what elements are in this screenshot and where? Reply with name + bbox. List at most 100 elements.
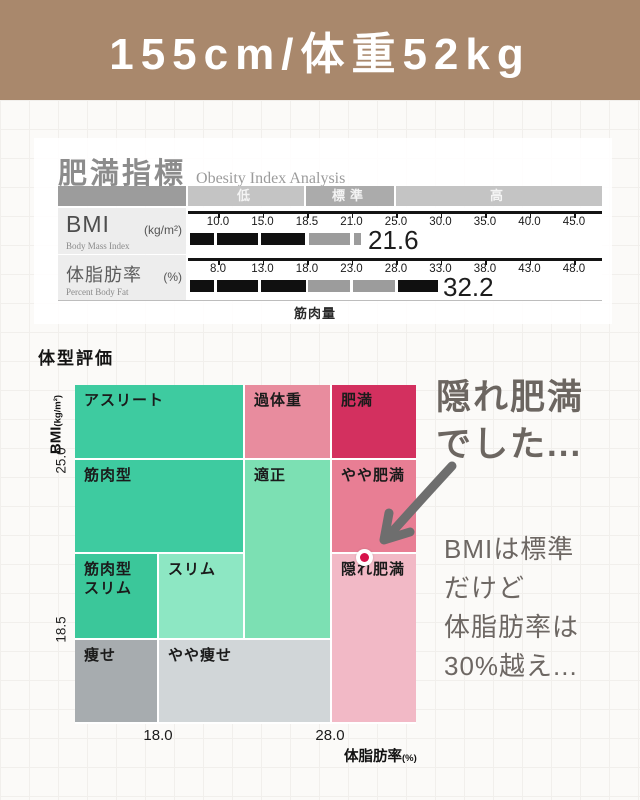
zone-band-standard: 標準 [306, 186, 394, 206]
region-overweight: 過体重 [245, 385, 330, 458]
x-axis-unit: (%) [402, 753, 417, 764]
axis-tick-label: 18.0 [295, 263, 319, 275]
axis-tick-label: 40.0 [518, 216, 541, 228]
axis-tick [440, 213, 442, 218]
region-athlete: アスリート [75, 385, 243, 458]
axis-tick-label: 38.0 [473, 263, 497, 275]
body-type-chart-title: 体型評価 [38, 349, 114, 368]
bmi-scale: 10.0 15.0 18.5 21.0 25.0 30.0 35.0 40.0 45.0 21.6 [188, 208, 602, 255]
axis-tick-label: 30.0 [429, 216, 452, 228]
obesity-index-subtitle: Obesity Index Analysis [196, 170, 346, 187]
bar-segment [190, 280, 214, 292]
x-tick-28: 28.0 [315, 727, 345, 744]
zone-header-spacer [58, 186, 186, 206]
axis-tick [529, 260, 531, 265]
axis-tick-label: 25.0 [384, 216, 408, 228]
x-tick-18: 18.0 [143, 727, 173, 744]
measured-value: 32.2 [443, 272, 494, 302]
axis-tick-label: 35.0 [473, 216, 497, 228]
bar-segment [217, 280, 258, 292]
obesity-index-heading: 肥満指標 Obesity Index Analysis [58, 150, 345, 192]
axis-tick-label: 13.0 [251, 263, 274, 275]
body-fat-row: 体脂肪率 (%) Percent Body Fat 8.0 13.0 18.0 23.… [58, 255, 602, 302]
region-slightly-thin: やや痩せ [159, 640, 330, 722]
body-type-matrix: アスリート 過体重 肥満 筋肉型 適正 やや肥満 筋肉型 スリム スリム 隠れ肥… [75, 385, 416, 724]
axis-tick [574, 260, 576, 265]
title-banner: 155cm/体重52kg [0, 0, 640, 100]
obesity-index-title: 肥満指標 [58, 158, 187, 190]
y-tick-18-5: 18.5 [53, 616, 69, 643]
zone-band-high: 高 [396, 186, 602, 206]
axis-tick-label: 15.0 [251, 216, 274, 228]
axis-tick-label: 48.0 [562, 263, 586, 275]
axis-tick [351, 213, 353, 218]
muscle-mass-label: 筋肉量 [293, 306, 336, 321]
banner-title: 155cm/体重52kg [109, 30, 531, 79]
bmi-axis-line [188, 211, 602, 214]
axis-tick-label: 43.0 [518, 263, 541, 275]
bar-segment [353, 280, 395, 292]
bar-segment [261, 280, 306, 292]
axis-tick-label: 18.5 [295, 216, 319, 228]
region-muscular-slim: 筋肉型 スリム [75, 554, 157, 638]
bar-segment [190, 233, 214, 245]
body-fat-name: 体脂肪率 [66, 265, 142, 285]
axis-tick-label: 33.0 [429, 263, 452, 275]
region-thin: 痩せ [75, 640, 157, 722]
axis-tick [218, 260, 220, 265]
body-fat-scale: 8.0 13.0 18.0 23.0 28.0 33.0 38.0 43.0 48.0 32.2 [188, 255, 602, 302]
measured-value: 21.6 [368, 225, 419, 255]
body-fat-axis-line [188, 258, 602, 261]
axis-tick-label: 8.0 [210, 263, 226, 275]
bmi-row: BMI (kg/m²) Body Mass Index 10.0 15.0 18.5… [58, 208, 602, 255]
axis-tick-label: 10.0 [206, 216, 230, 228]
handwritten-headline: 隠れ肥満 でした... [436, 378, 585, 465]
bmi-subname: Body Mass Index [66, 241, 130, 251]
bmi-unit: (kg/m²) [144, 223, 182, 237]
bar-segment [261, 233, 305, 245]
marker-inner-dot [360, 553, 369, 562]
axis-tick [307, 213, 309, 218]
axis-tick-label: 21.0 [340, 216, 363, 228]
handwritten-note: BMIは標準 だけど 体脂肪率は 30%越え... [444, 534, 580, 681]
x-axis-title: 体脂肪率(%) [344, 745, 417, 766]
axis-tick [440, 260, 442, 265]
zone-band-low: 低 [188, 186, 304, 206]
axis-tick-label: 23.0 [340, 263, 363, 275]
axis-tick [485, 213, 487, 218]
axis-tick [529, 213, 531, 218]
region-hidden-obesity: 隠れ肥満 [332, 554, 416, 722]
axis-tick [218, 213, 220, 218]
axis-tick [307, 260, 309, 265]
region-obese: 肥満 [332, 385, 416, 458]
bmi-name: BMI [66, 211, 110, 237]
bar-segment [354, 233, 361, 245]
axis-tick [262, 213, 264, 218]
axis-tick-label: 45.0 [562, 216, 586, 228]
body-fat-row-label: 体脂肪率 (%) Percent Body Fat [58, 255, 186, 300]
hand-drawn-arrow-icon [379, 461, 457, 545]
bar-segment [309, 233, 350, 245]
axis-tick [396, 213, 398, 218]
y-tick-25: 25.0 [53, 447, 69, 474]
x-axis-label: 体脂肪率 [344, 749, 402, 765]
result-marker-dot [356, 549, 373, 566]
index-panel-divider [58, 300, 602, 301]
axis-tick [351, 260, 353, 265]
axis-tick [485, 260, 487, 265]
axis-tick [262, 260, 264, 265]
zone-header-row: 低 標準 高 [58, 186, 602, 206]
body-fat-unit: (%) [163, 270, 182, 284]
body-fat-subname: Percent Body Fat [66, 287, 129, 297]
bar-segment [217, 233, 258, 245]
axis-tick-label: 28.0 [384, 263, 408, 275]
region-muscular: 筋肉型 [75, 460, 243, 552]
region-proper: 適正 [245, 460, 330, 638]
bmi-row-label: BMI (kg/m²) Body Mass Index [58, 208, 186, 254]
region-slim: スリム [159, 554, 243, 638]
y-axis-unit: (kg/m²) [52, 394, 64, 427]
axis-tick [574, 213, 576, 218]
axis-tick [396, 260, 398, 265]
bar-segment [398, 280, 438, 292]
bar-segment [308, 280, 350, 292]
